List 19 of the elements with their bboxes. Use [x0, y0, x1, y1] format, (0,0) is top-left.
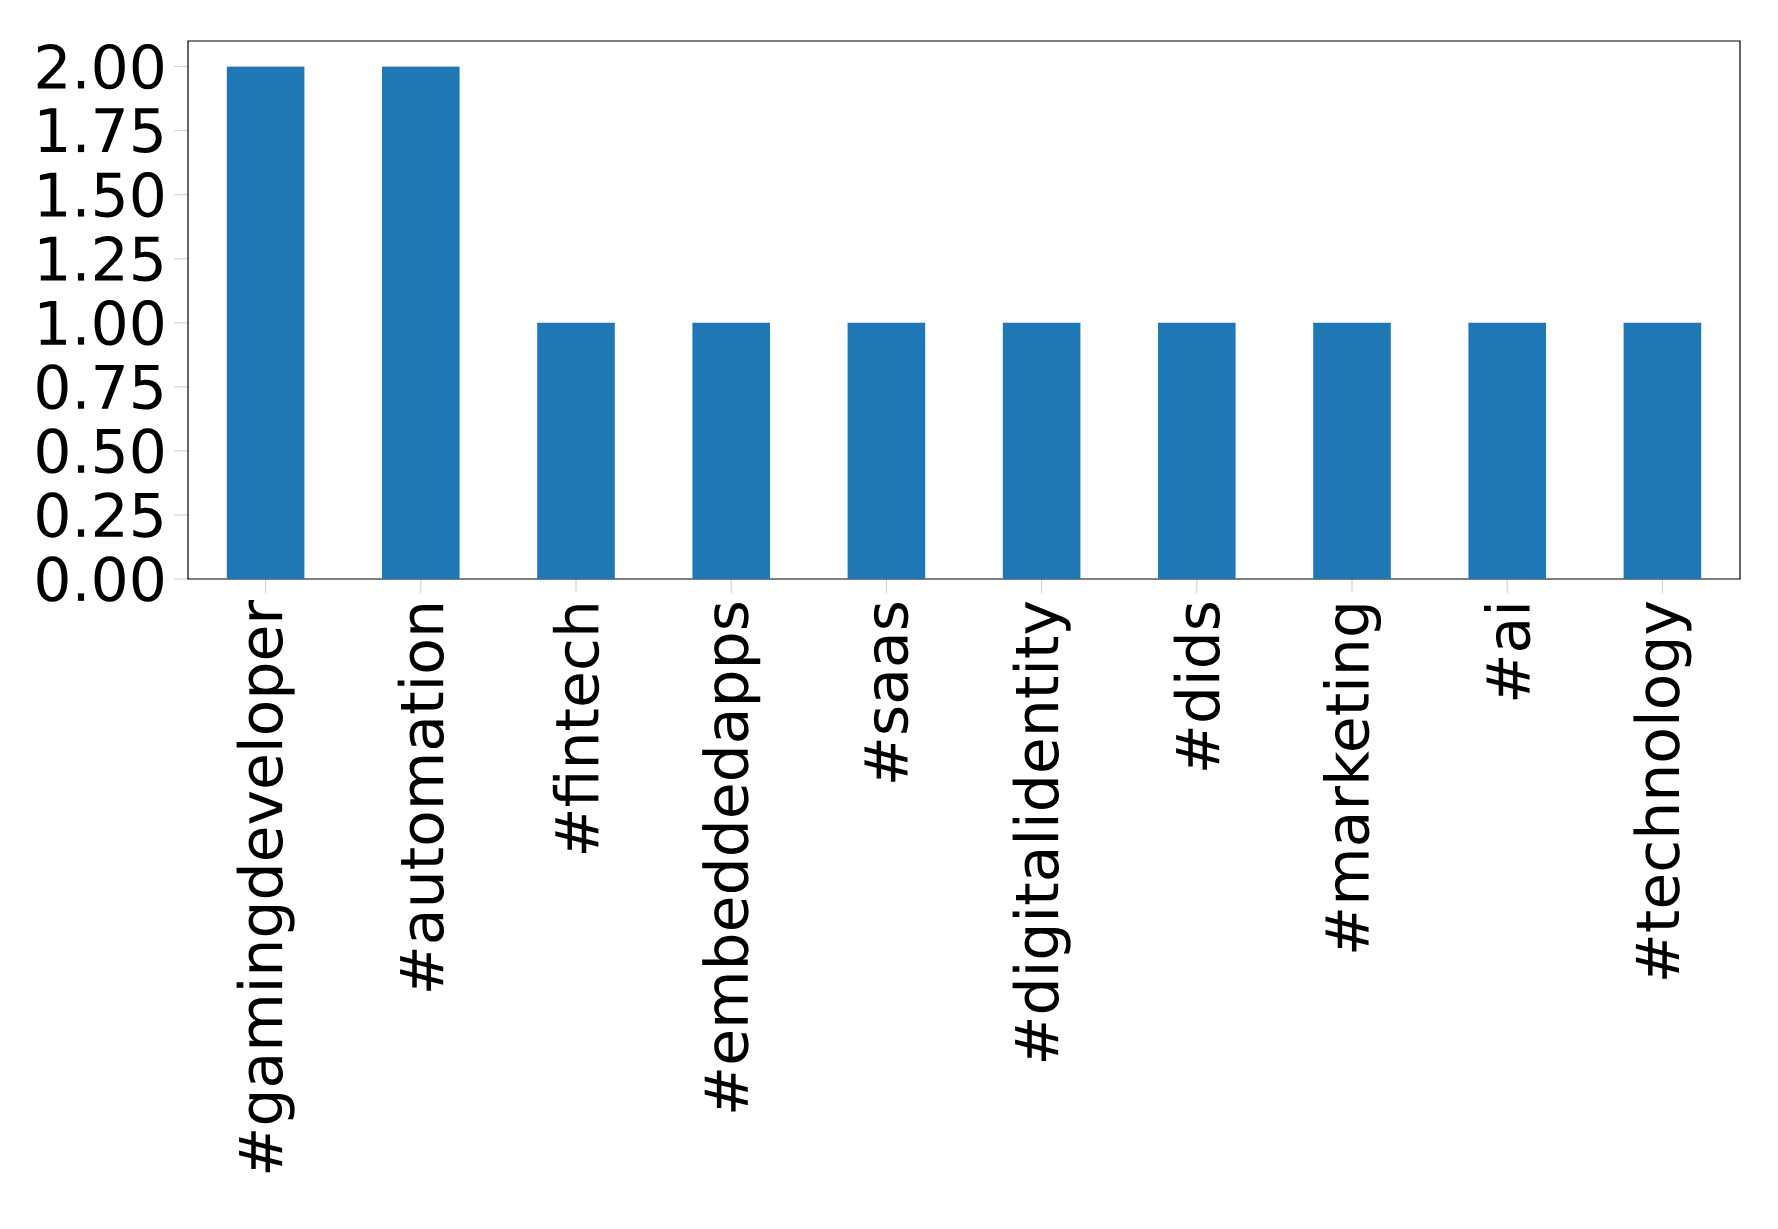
y-tick-label: 0.50	[37, 428, 163, 474]
y-tick-label: 1.50	[39, 172, 163, 218]
x-tick-label: #marketing	[1322, 605, 1382, 952]
x-tick-label: #fintech	[552, 605, 600, 853]
x-tick-label: #technology	[1633, 601, 1692, 979]
y-tick-label: 1.75	[39, 108, 162, 153]
x-tick-label: #digitalidentity	[1012, 601, 1071, 1062]
y-tick-label: 0.75	[37, 364, 162, 410]
x-tick-label: #automation	[397, 605, 445, 991]
x-tick-label: #saas	[864, 602, 909, 782]
y-tick-label: 1.25	[39, 236, 162, 282]
y-tick-label: 1.00	[39, 300, 163, 346]
y-tick-label: 0.25	[37, 492, 162, 538]
x-tick-label: #gamingdeveloper	[236, 600, 295, 1173]
x-tick-label: #dids	[1173, 602, 1221, 770]
x-tick-label: #ai	[1484, 605, 1531, 700]
y-tick-label: 2.00	[37, 43, 163, 90]
x-tick-label: #embeddedapps	[702, 602, 761, 1112]
y-tick-label: 0.00	[37, 556, 163, 602]
